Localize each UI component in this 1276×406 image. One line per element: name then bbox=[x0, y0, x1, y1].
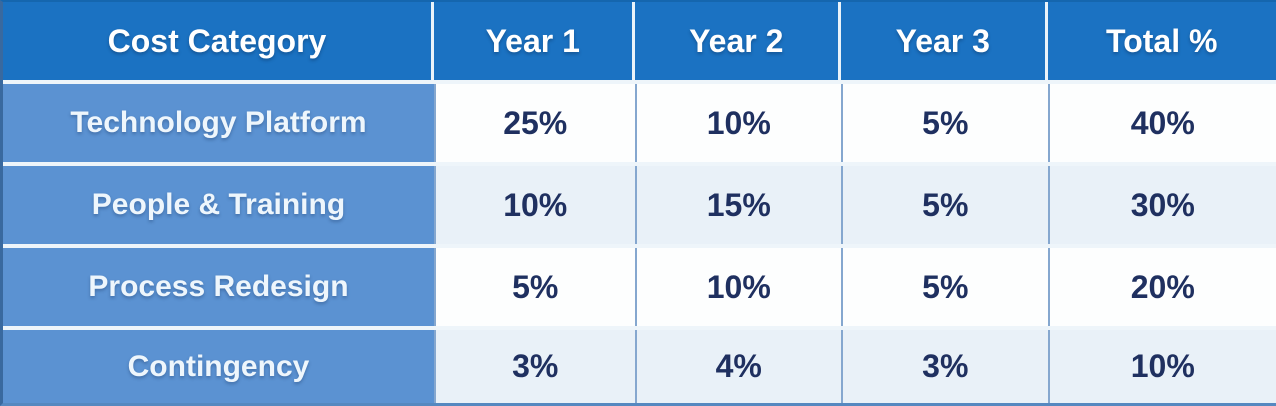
value-cell-total: 20% bbox=[1047, 248, 1276, 326]
header-year-2: Year 2 bbox=[634, 2, 842, 80]
category-cell: Technology Platform bbox=[3, 84, 434, 162]
value-cell-year-3: 5% bbox=[841, 84, 1048, 162]
value-cell-year-3: 5% bbox=[841, 166, 1048, 244]
header-cost-category: Cost Category bbox=[3, 2, 434, 80]
value-cell-year-2: 10% bbox=[634, 84, 842, 162]
value-cell-total: 40% bbox=[1047, 84, 1276, 162]
value-cell-total: 30% bbox=[1047, 166, 1276, 244]
value-cell-year-1: 10% bbox=[433, 166, 635, 244]
header-total-percent: Total % bbox=[1047, 2, 1276, 80]
value-cell-year-1: 5% bbox=[433, 248, 635, 326]
value-cell-year-1: 3% bbox=[433, 330, 635, 403]
category-cell: Process Redesign bbox=[3, 248, 434, 326]
value-cell-year-2: 15% bbox=[634, 166, 842, 244]
value-cell-total: 10% bbox=[1047, 330, 1276, 403]
value-cell-year-3: 5% bbox=[841, 248, 1048, 326]
value-cell-year-1: 25% bbox=[433, 84, 635, 162]
value-cell-year-3: 3% bbox=[841, 330, 1048, 403]
header-year-3: Year 3 bbox=[841, 2, 1048, 80]
category-cell: People & Training bbox=[3, 166, 434, 244]
header-year-1: Year 1 bbox=[433, 2, 635, 80]
value-cell-year-2: 10% bbox=[634, 248, 842, 326]
category-cell: Contingency bbox=[3, 330, 434, 403]
value-cell-year-2: 4% bbox=[634, 330, 842, 403]
